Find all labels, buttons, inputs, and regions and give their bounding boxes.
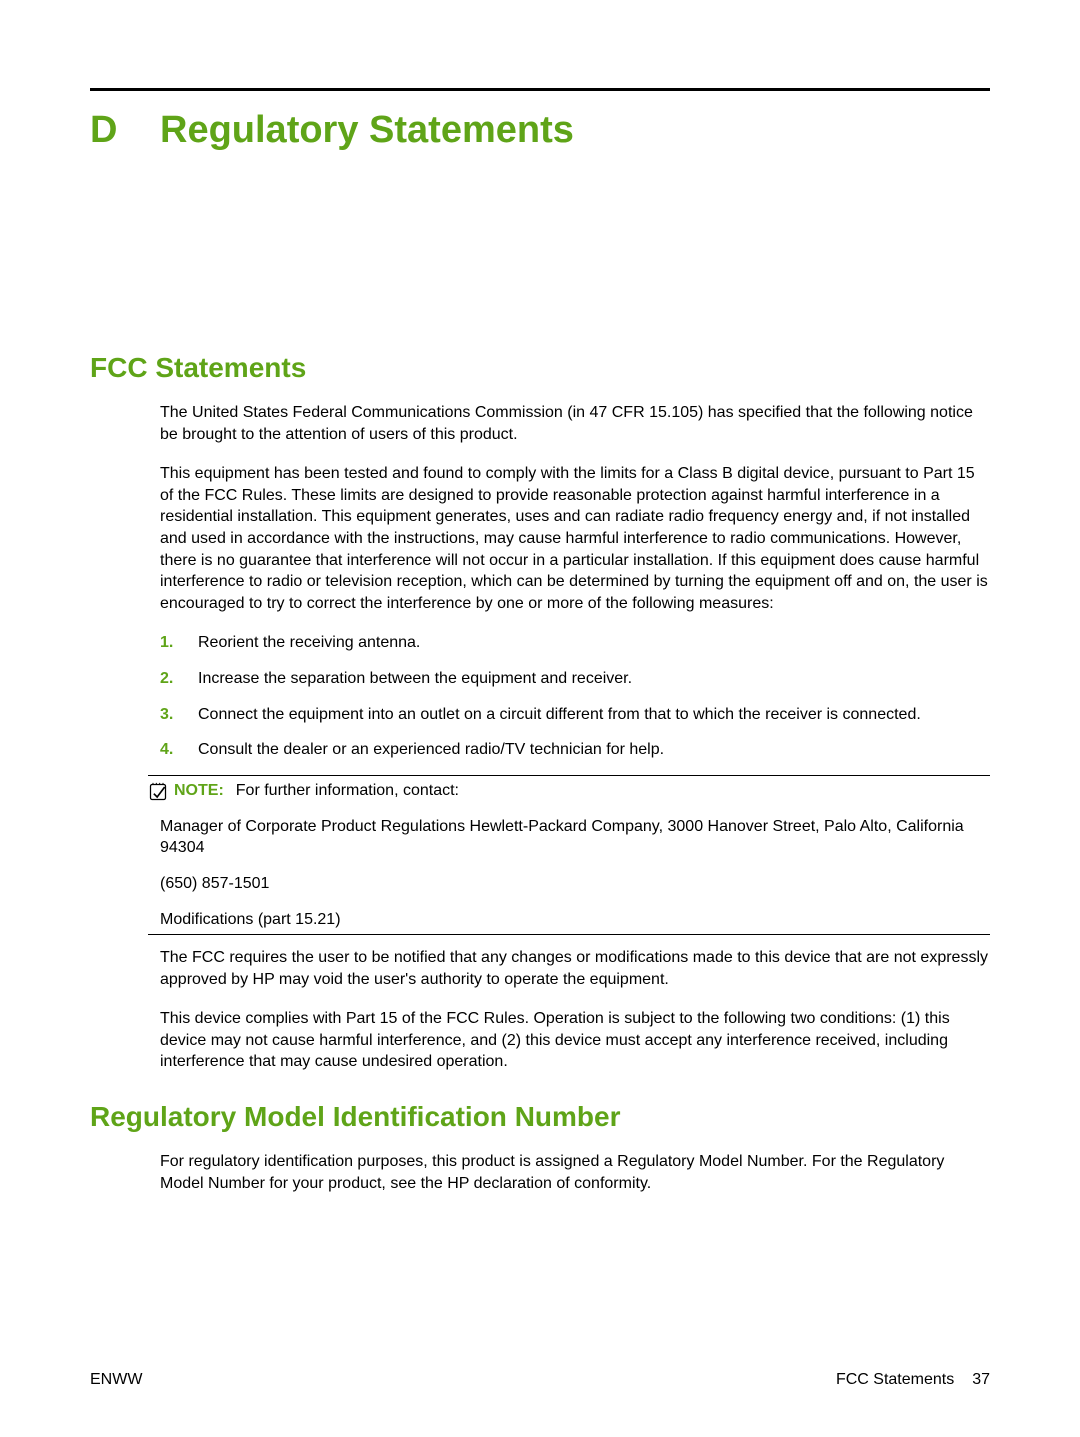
- paragraph: This equipment has been tested and found…: [160, 463, 990, 614]
- paragraph: For regulatory identification purposes, …: [160, 1151, 990, 1194]
- section-heading-regulatory: Regulatory Model Identification Number: [90, 1101, 990, 1133]
- note-paragraph: (650) 857-1501: [160, 873, 990, 895]
- note-paragraph: Manager of Corporate Product Regulations…: [160, 816, 990, 859]
- section-regulatory-model: Regulatory Model Identification Number F…: [90, 1101, 990, 1194]
- list-text: Consult the dealer or an experienced rad…: [198, 739, 664, 761]
- page-footer: ENWW FCC Statements 37: [90, 1371, 990, 1389]
- footer-section-label: FCC Statements: [836, 1371, 954, 1389]
- list-item: 3. Connect the equipment into an outlet …: [160, 704, 990, 726]
- note-paragraph: Modifications (part 15.21): [160, 909, 990, 931]
- note-block: NOTE: For further information, contact: …: [148, 775, 990, 935]
- section-heading-fcc: FCC Statements: [90, 352, 990, 384]
- appendix-title-text: Regulatory Statements: [160, 109, 574, 151]
- list-number: 4.: [160, 739, 198, 761]
- top-rule: [90, 88, 990, 91]
- list-item: 4. Consult the dealer or an experienced …: [160, 739, 990, 761]
- note-header: NOTE: For further information, contact:: [148, 776, 990, 802]
- document-page: DRegulatory Statements FCC Statements Th…: [0, 0, 1080, 1437]
- list-item: 2. Increase the separation between the e…: [160, 668, 990, 690]
- appendix-title: DRegulatory Statements: [90, 109, 990, 152]
- page-number: 37: [972, 1371, 990, 1389]
- list-text: Increase the separation between the equi…: [198, 668, 632, 690]
- paragraph: The FCC requires the user to be notified…: [160, 947, 990, 990]
- note-body: Manager of Corporate Product Regulations…: [160, 816, 990, 930]
- appendix-letter: D: [90, 109, 160, 152]
- paragraph: The United States Federal Communications…: [160, 402, 990, 445]
- footer-left: ENWW: [90, 1371, 142, 1389]
- footer-right: FCC Statements 37: [836, 1371, 990, 1389]
- list-number: 1.: [160, 632, 198, 654]
- list-text: Connect the equipment into an outlet on …: [198, 704, 921, 726]
- paragraph: This device complies with Part 15 of the…: [160, 1008, 990, 1073]
- note-bottom-rule: [148, 934, 990, 935]
- list-item: 1. Reorient the receiving antenna.: [160, 632, 990, 654]
- note-icon: [148, 782, 168, 802]
- list-number: 3.: [160, 704, 198, 726]
- note-label: NOTE:: [174, 782, 224, 800]
- list-number: 2.: [160, 668, 198, 690]
- list-text: Reorient the receiving antenna.: [198, 632, 420, 654]
- measures-list: 1. Reorient the receiving antenna. 2. In…: [160, 632, 990, 760]
- note-inline-text: For further information, contact:: [236, 782, 459, 800]
